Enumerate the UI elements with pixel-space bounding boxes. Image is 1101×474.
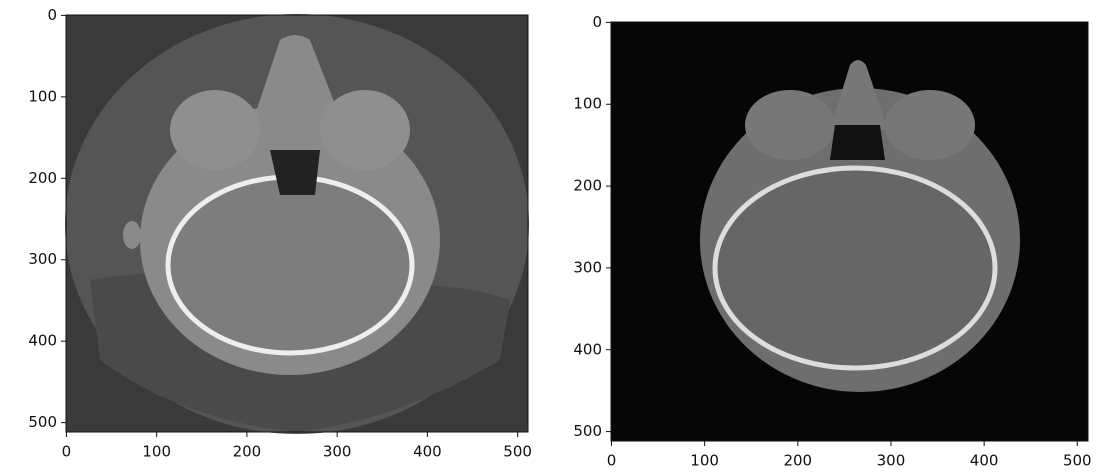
y-tick-label: 500 bbox=[573, 422, 602, 440]
y-tick-label: 400 bbox=[573, 340, 602, 358]
y-tick-label: 200 bbox=[28, 169, 57, 187]
x-tick-label: 0 bbox=[607, 452, 617, 470]
y-tick-label: 100 bbox=[573, 95, 602, 113]
y-tick-label: 100 bbox=[28, 87, 57, 105]
x-tick-label: 400 bbox=[413, 443, 442, 461]
y-tick-label: 300 bbox=[28, 250, 57, 268]
x-tick-label: 200 bbox=[233, 443, 262, 461]
x-tick-label: 100 bbox=[690, 452, 719, 470]
y-tick-label: 400 bbox=[28, 332, 57, 350]
y-tick-label: 0 bbox=[592, 13, 602, 31]
y-tick-label: 300 bbox=[573, 258, 602, 276]
axes-frame bbox=[65, 14, 529, 433]
axes-frame bbox=[610, 21, 1089, 442]
ct-image-left bbox=[65, 14, 529, 434]
x-tick-label: 500 bbox=[1063, 452, 1092, 470]
x-tick-label: 500 bbox=[503, 443, 532, 461]
y-tick-label: 500 bbox=[28, 413, 57, 431]
x-tick-label: 200 bbox=[783, 452, 812, 470]
y-tick-label: 200 bbox=[573, 177, 602, 195]
x-tick-label: 400 bbox=[970, 452, 999, 470]
x-tick-label: 0 bbox=[62, 443, 72, 461]
x-tick-label: 300 bbox=[323, 443, 352, 461]
ct-image-right bbox=[611, 22, 1088, 441]
x-tick-label: 100 bbox=[142, 443, 171, 461]
x-tick-label: 300 bbox=[877, 452, 906, 470]
y-tick-label: 0 bbox=[47, 6, 57, 24]
